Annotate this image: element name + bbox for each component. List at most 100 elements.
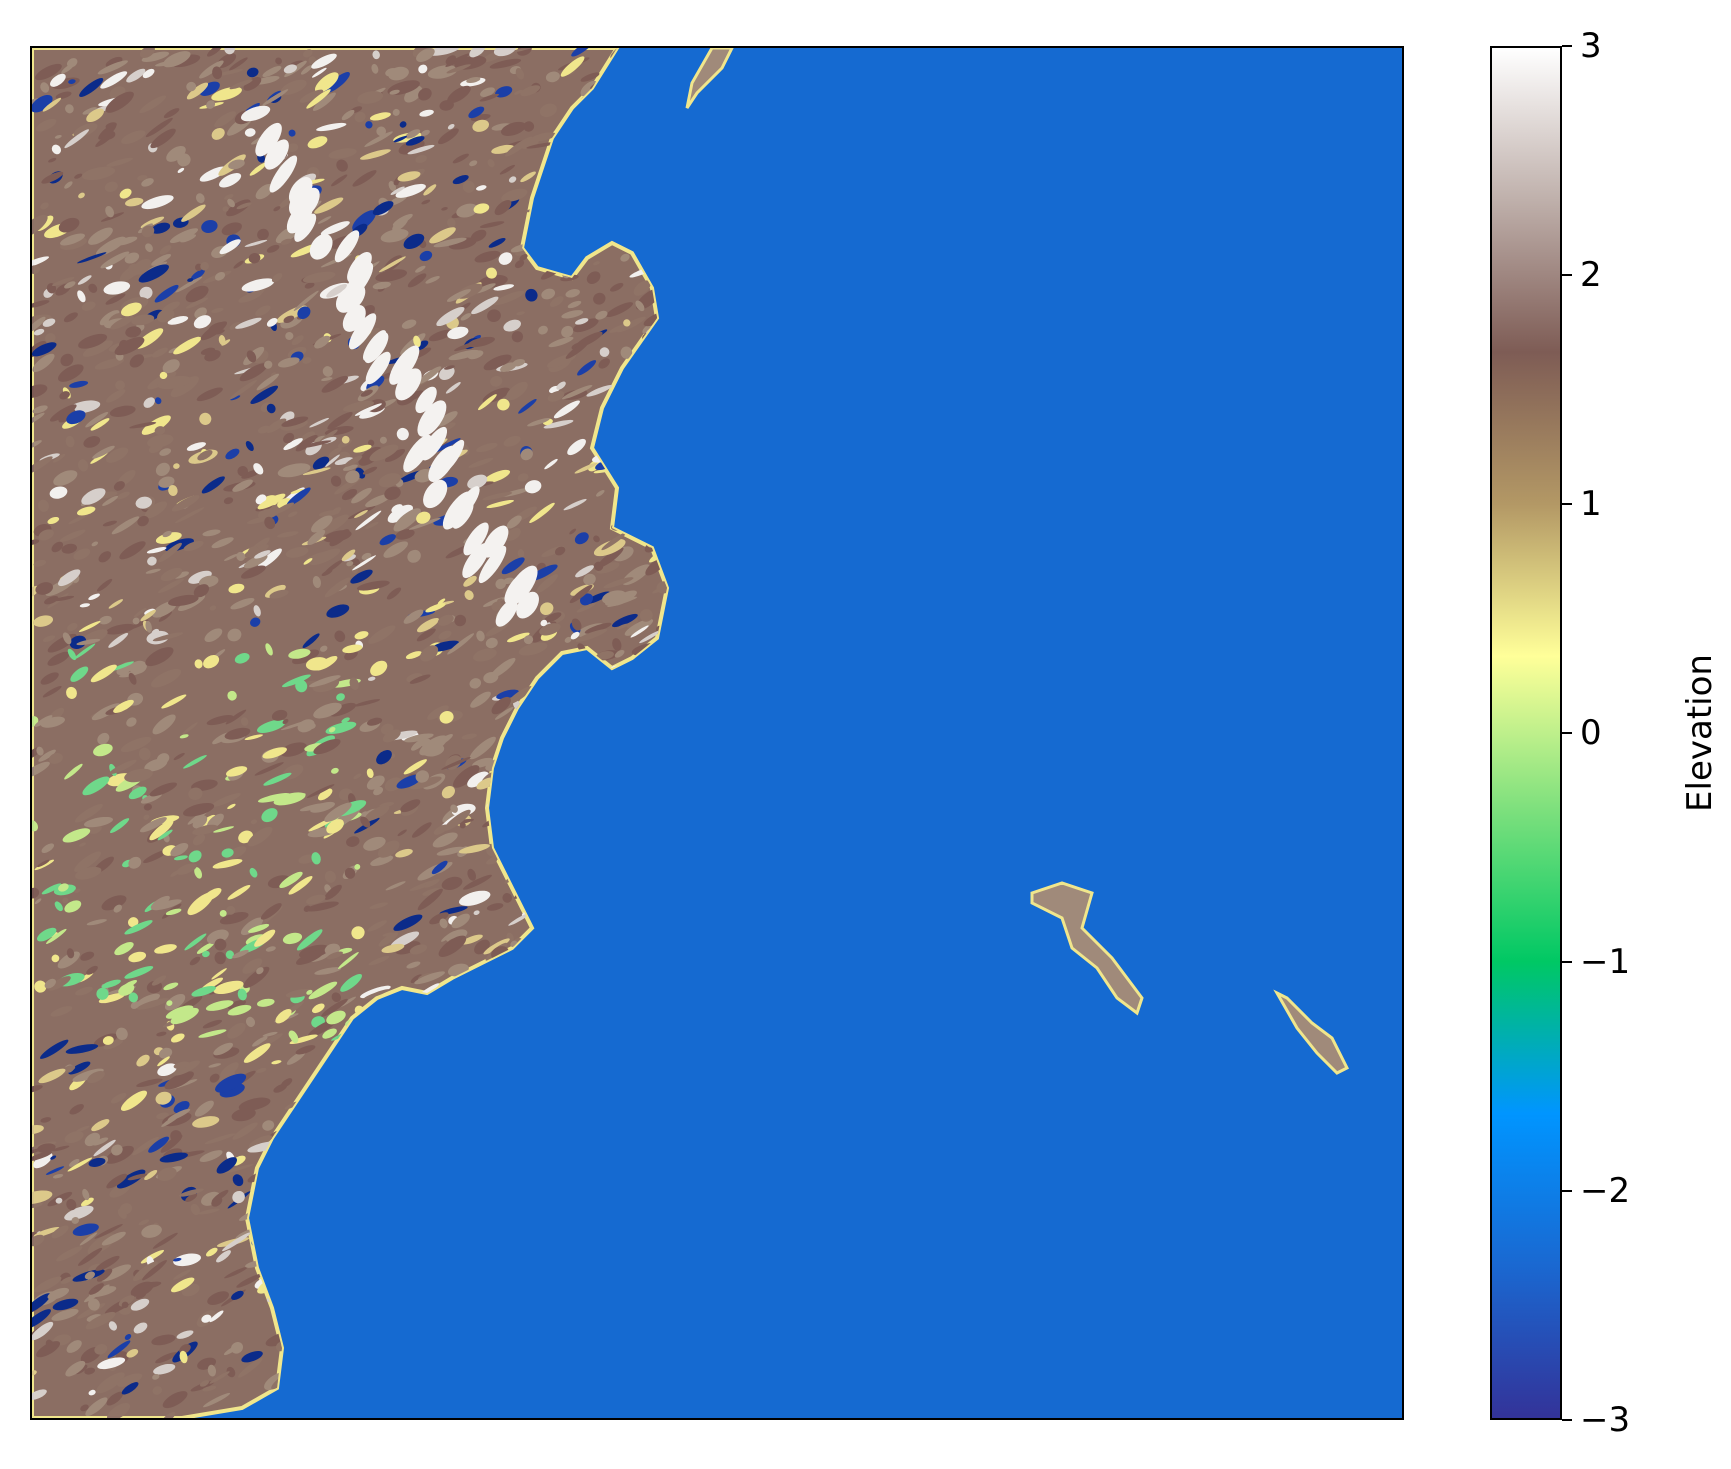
- terrain-patch: [124, 1334, 132, 1340]
- terrain-patch: [230, 598, 255, 610]
- terrain-patch: [271, 1060, 282, 1065]
- terrain-patch: [409, 776, 442, 790]
- terrain-patch: [487, 309, 501, 323]
- terrain-patch: [209, 1310, 224, 1323]
- terrain-patch: [75, 986, 93, 996]
- terrain-patch: [540, 619, 548, 627]
- terrain-patch: [501, 557, 525, 575]
- terrain-patch: [324, 577, 351, 598]
- terrain-patch: [155, 532, 182, 544]
- terrain-patch: [88, 1283, 104, 1295]
- terrain-patch: [297, 306, 311, 319]
- terrain-patch: [82, 776, 110, 796]
- terrain-patch: [151, 222, 171, 234]
- terrain-patch: [194, 867, 203, 879]
- terrain-patch: [416, 617, 440, 633]
- terrain-patch: [32, 1321, 54, 1341]
- terrain-patch: [306, 89, 331, 109]
- terrain-patch: [168, 485, 178, 496]
- terrain-patch: [151, 1334, 176, 1346]
- terrain-patch: [321, 998, 348, 1017]
- terrain-patch: [222, 1232, 251, 1252]
- terrain-patch: [32, 761, 50, 779]
- colorbar-tick-mark: [1562, 274, 1572, 276]
- terrain-patch: [90, 664, 117, 683]
- terrain-patch: [36, 1341, 61, 1358]
- terrain-patch: [382, 729, 401, 743]
- terrain-patch: [524, 480, 542, 494]
- terrain-patch: [370, 855, 394, 867]
- terrain-patch: [331, 992, 341, 1003]
- terrain-patch: [94, 1224, 123, 1239]
- terrain-patch: [232, 479, 253, 492]
- terrain-patch: [192, 824, 218, 836]
- terrain-patch: [282, 932, 303, 945]
- terrain-patch: [194, 659, 203, 669]
- terrain-patch: [162, 1412, 176, 1418]
- terrain-patch: [157, 375, 192, 390]
- terrain-patch: [389, 89, 400, 95]
- terrain-patch: [353, 699, 381, 707]
- terrain-patch: [313, 738, 341, 755]
- terrain-patch: [517, 549, 525, 558]
- terrain-patch: [439, 710, 454, 724]
- terrain-patch: [252, 1036, 268, 1047]
- terrain-patch: [282, 718, 289, 725]
- terrain-patch: [88, 1157, 106, 1167]
- terrain-patch: [51, 954, 60, 963]
- terrain-patch: [437, 614, 454, 626]
- terrain-patch: [286, 487, 311, 507]
- terrain-patch: [354, 864, 361, 870]
- terrain-patch: [320, 221, 350, 236]
- terrain-patch: [630, 625, 649, 638]
- terrain-patch: [187, 892, 214, 916]
- terrain-patch: [105, 122, 117, 129]
- terrain-patch: [59, 529, 86, 542]
- terrain-patch: [506, 381, 528, 401]
- terrain-patch: [121, 130, 146, 145]
- terrain-patch: [525, 288, 538, 302]
- terrain-patch: [97, 60, 128, 75]
- terrain-patch: [33, 1152, 53, 1169]
- terrain-patch: [143, 814, 150, 820]
- terrain-patch: [415, 265, 426, 273]
- terrain-patch: [429, 227, 456, 244]
- terrain-patch: [288, 129, 296, 137]
- terrain-patch: [170, 1130, 182, 1142]
- terrain-patch: [157, 1063, 177, 1077]
- terrain-patch: [324, 870, 336, 883]
- terrain-patch: [365, 521, 379, 529]
- terrain-patch: [139, 95, 167, 114]
- terrain-patch: [96, 987, 109, 1000]
- terrain-patch: [415, 770, 430, 783]
- terrain-patch: [155, 462, 170, 477]
- terrain-patch: [498, 252, 513, 265]
- terrain-patch: [132, 1136, 159, 1156]
- terrain-patch: [577, 360, 597, 376]
- terrain-patch: [165, 1005, 194, 1019]
- terrain-patch: [244, 734, 263, 741]
- terrain-patch: [502, 893, 512, 903]
- terrain-patch: [596, 650, 614, 660]
- terrain-patch: [328, 447, 342, 458]
- terrain-patch: [463, 874, 492, 890]
- terrain-patch: [253, 463, 264, 475]
- colorbar-tick-mark: [1562, 732, 1572, 734]
- terrain-patch: [344, 455, 363, 467]
- terrain-patch: [443, 365, 455, 370]
- terrain-patch: [238, 1097, 271, 1111]
- terrain-patch: [32, 1148, 42, 1156]
- terrain-patch: [154, 944, 177, 954]
- terrain-patch: [32, 1293, 51, 1313]
- terrain-patch: [483, 938, 510, 955]
- terrain-patch: [565, 289, 580, 298]
- terrain-patch: [83, 436, 101, 448]
- terrain-patch: [503, 319, 521, 332]
- terrain-patch: [170, 376, 199, 398]
- terrain-patch: [315, 655, 338, 671]
- terrain-patch: [158, 476, 175, 488]
- ridge-patch: [343, 284, 366, 312]
- terrain-patch: [562, 385, 593, 400]
- terrain-patch: [424, 879, 440, 888]
- terrain-patch: [343, 464, 358, 471]
